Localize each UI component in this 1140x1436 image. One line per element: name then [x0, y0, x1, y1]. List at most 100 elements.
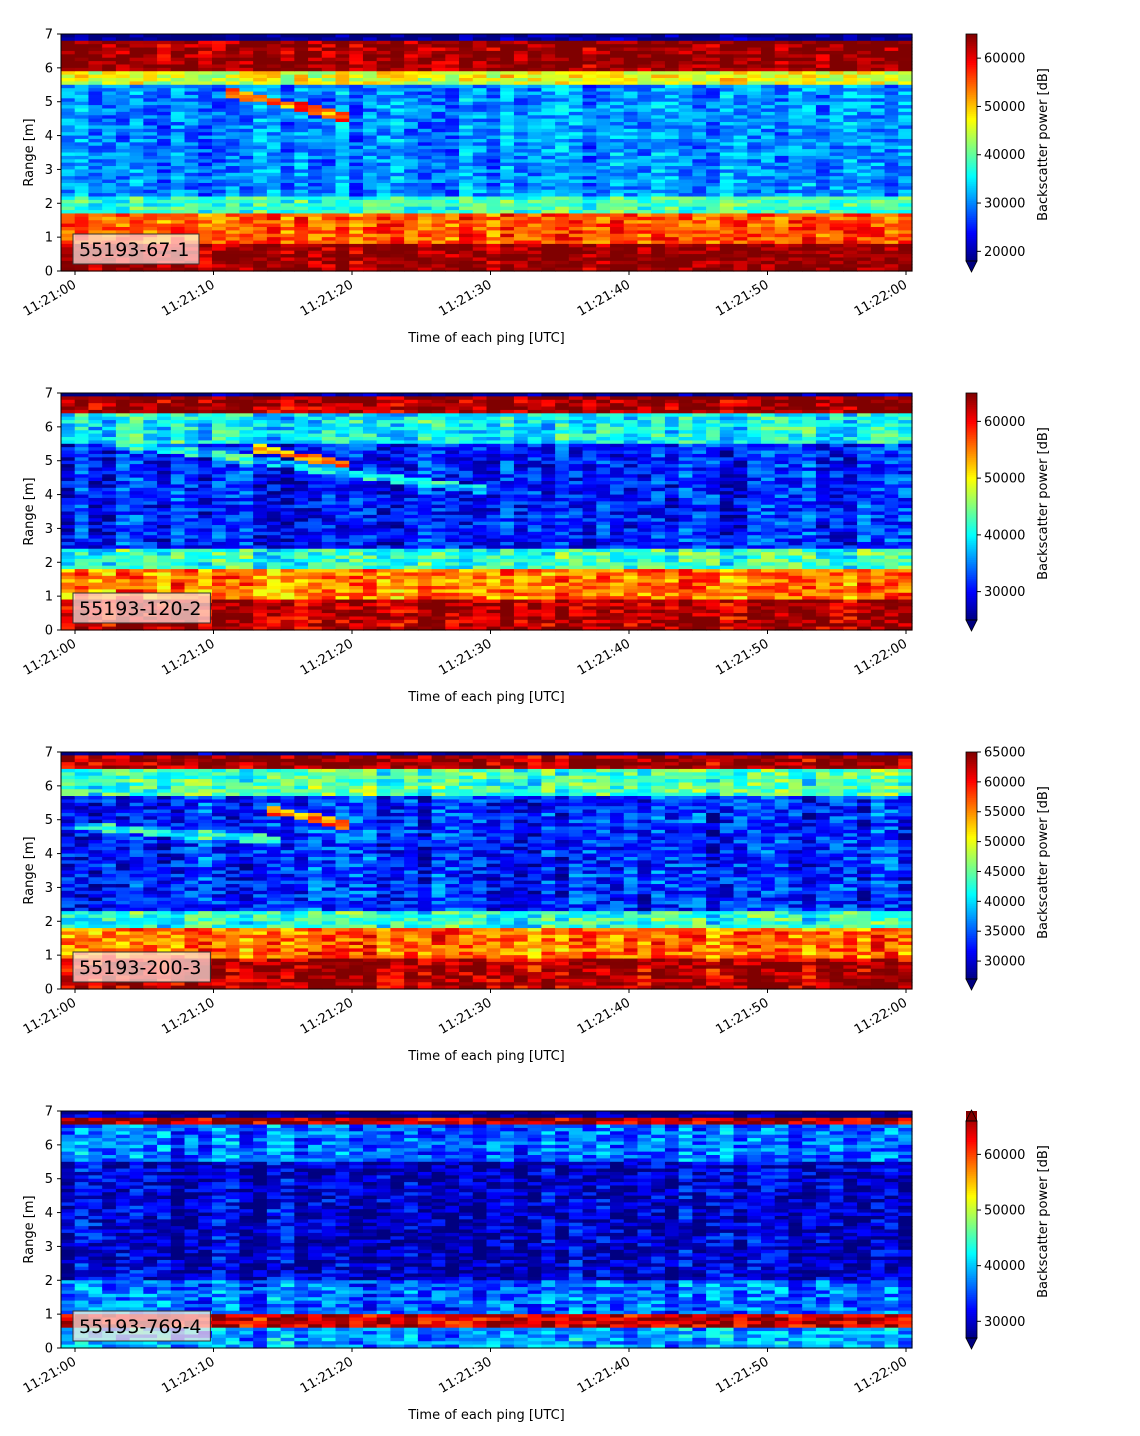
- heatmap-cell: [239, 193, 254, 198]
- heatmap-cell: [417, 254, 433, 259]
- heatmap-cell: [102, 57, 117, 62]
- heatmap-cell: [61, 81, 76, 86]
- heatmap-cell: [88, 186, 103, 191]
- heatmap-cell: [417, 213, 433, 218]
- heatmap-cell: [431, 237, 446, 242]
- heatmap-cell: [74, 34, 90, 38]
- heatmap-cell: [184, 44, 199, 49]
- heatmap-cell: [239, 57, 254, 62]
- heatmap-cell: [486, 125, 501, 130]
- heatmap-cell: [376, 179, 392, 184]
- heatmap-cell: [362, 135, 378, 140]
- heatmap-cell: [308, 128, 323, 133]
- heatmap-cell: [129, 122, 144, 127]
- heatmap-cell: [170, 78, 186, 82]
- heatmap-cell: [459, 149, 474, 154]
- heatmap-cell: [321, 216, 337, 221]
- heatmap-cell: [500, 145, 515, 150]
- heatmap-cell: [404, 250, 419, 255]
- heatmap-cell: [459, 37, 474, 42]
- heatmap-cell: [486, 37, 501, 42]
- heatmap-cell: [115, 71, 131, 76]
- heatmap-cell: [280, 61, 295, 66]
- heatmap-cell: [500, 125, 515, 130]
- heatmap-cell: [500, 101, 515, 106]
- heatmap-cell: [225, 213, 241, 218]
- heatmap-cell: [129, 166, 144, 171]
- heatmap-cell: [445, 50, 460, 55]
- heatmap-cell: [280, 172, 295, 177]
- heatmap-cell: [472, 213, 488, 218]
- heatmap-cell: [431, 44, 446, 49]
- heatmap-cell: [239, 135, 254, 140]
- heatmap-cell: [362, 186, 378, 191]
- heatmap-cell: [157, 172, 172, 177]
- heatmap-cell: [404, 254, 419, 259]
- heatmap-cell: [459, 223, 474, 228]
- heatmap-cell: [417, 206, 433, 211]
- heatmap-cell: [253, 166, 268, 171]
- heatmap-cell: [431, 84, 446, 89]
- heatmap-cell: [115, 34, 131, 38]
- heatmap-cell: [211, 145, 227, 150]
- heatmap-cell: [115, 108, 131, 113]
- heatmap-cell: [500, 47, 515, 52]
- heatmap-cell: [129, 149, 144, 154]
- heatmap-cell: [266, 145, 282, 150]
- heatmap-cell: [431, 94, 446, 99]
- heatmap-cell: [472, 176, 488, 181]
- heatmap-cell: [143, 128, 158, 133]
- heatmap-cell: [74, 71, 90, 76]
- heatmap-cell: [253, 111, 268, 116]
- heatmap-cell: [184, 37, 199, 42]
- heatmap-cell: [349, 166, 364, 171]
- heatmap-cell: [349, 74, 364, 79]
- heatmap-cell: [321, 115, 337, 120]
- heatmap-cell: [184, 91, 199, 96]
- heatmap-cell: [321, 37, 337, 42]
- heatmap-cell: [211, 44, 227, 49]
- heatmap-cell: [417, 54, 433, 59]
- heatmap-cell: [321, 155, 337, 160]
- heatmap-cell: [88, 44, 103, 49]
- heatmap-cell: [74, 166, 90, 171]
- heatmap-cell: [500, 40, 515, 45]
- heatmap-cell: [253, 44, 268, 49]
- heatmap-cell: [74, 230, 90, 235]
- heatmap-cell: [157, 94, 172, 99]
- heatmap-cell: [225, 128, 241, 133]
- heatmap-cell: [513, 115, 529, 120]
- heatmap-cell: [143, 81, 158, 86]
- heatmap-cell: [431, 199, 446, 204]
- heatmap-cell: [445, 233, 460, 238]
- heatmap-cell: [129, 47, 144, 52]
- heatmap-cell: [417, 40, 433, 45]
- heatmap-cell: [115, 111, 131, 116]
- heatmap-cell: [321, 159, 337, 164]
- heatmap-cell: [239, 213, 254, 218]
- heatmap-cell: [225, 94, 241, 99]
- heatmap-cell: [362, 189, 378, 194]
- heatmap-cell: [513, 54, 529, 59]
- heatmap-cell: [417, 193, 433, 198]
- heatmap-cell: [170, 220, 186, 225]
- heatmap-cell: [239, 233, 254, 238]
- heatmap-cell: [362, 182, 378, 187]
- heatmap-cell: [198, 138, 213, 143]
- heatmap-cell: [280, 54, 295, 59]
- heatmap-cell: [500, 159, 515, 164]
- heatmap-cell: [184, 111, 199, 116]
- heatmap-cell: [459, 64, 474, 69]
- heatmap-cell: [362, 247, 378, 252]
- heatmap-cell: [404, 159, 419, 164]
- heatmap-cell: [294, 237, 309, 242]
- heatmap-cell: [472, 260, 488, 265]
- heatmap-cell: [500, 213, 515, 218]
- heatmap-cell: [445, 172, 460, 177]
- heatmap-cell: [280, 135, 295, 140]
- heatmap-cell: [184, 210, 199, 215]
- heatmap-cell: [102, 182, 117, 187]
- heatmap-cell: [349, 125, 364, 130]
- heatmap-cell: [61, 145, 76, 150]
- heatmap-cell: [349, 138, 364, 143]
